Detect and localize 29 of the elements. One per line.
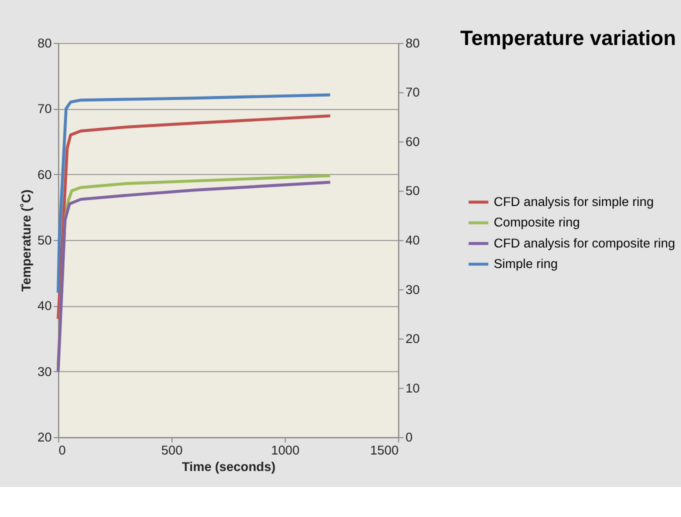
y2-tick-label: 70 [406, 84, 420, 100]
legend-label: Composite ring [494, 214, 580, 230]
y2-tick-label: 0 [406, 430, 413, 445]
y-tick-label: 70 [38, 101, 52, 116]
y-axis-title: Temperature (˚C) [18, 189, 34, 292]
y-tick-label: 50 [38, 232, 52, 248]
x-tick-label: 0 [58, 442, 66, 458]
x-tick-label: 1000 [271, 442, 300, 458]
x-tick-label: 500 [161, 442, 183, 458]
y-tick-label: 30 [38, 364, 52, 379]
y2-tick-label: 20 [406, 331, 420, 346]
x-tick-label: 1500 [370, 442, 399, 458]
legend-label: Simple ring [494, 256, 558, 272]
y2-tick-label: 10 [406, 380, 420, 396]
y2-tick-label: 40 [406, 232, 420, 248]
line-series [56, 114, 332, 320]
line-series [56, 93, 332, 294]
y-tick-label: 40 [38, 298, 52, 314]
y-tick-label: 60 [38, 166, 52, 182]
x-axis-title: Time (seconds) [182, 459, 276, 474]
legend-label: CFD analysis for simple ring [494, 194, 654, 210]
legend-label: CFD analysis for composite ring [494, 235, 676, 250]
text: Temperature variation [460, 26, 676, 50]
y-tick-label: 80 [38, 35, 52, 50]
y2-tick-label: 60 [406, 134, 420, 149]
y-tick-label: 20 [38, 430, 52, 445]
y2-tick-label: 30 [406, 282, 420, 297]
y2-tick-label: 80 [406, 35, 420, 50]
y2-tick-label: 50 [406, 183, 420, 198]
